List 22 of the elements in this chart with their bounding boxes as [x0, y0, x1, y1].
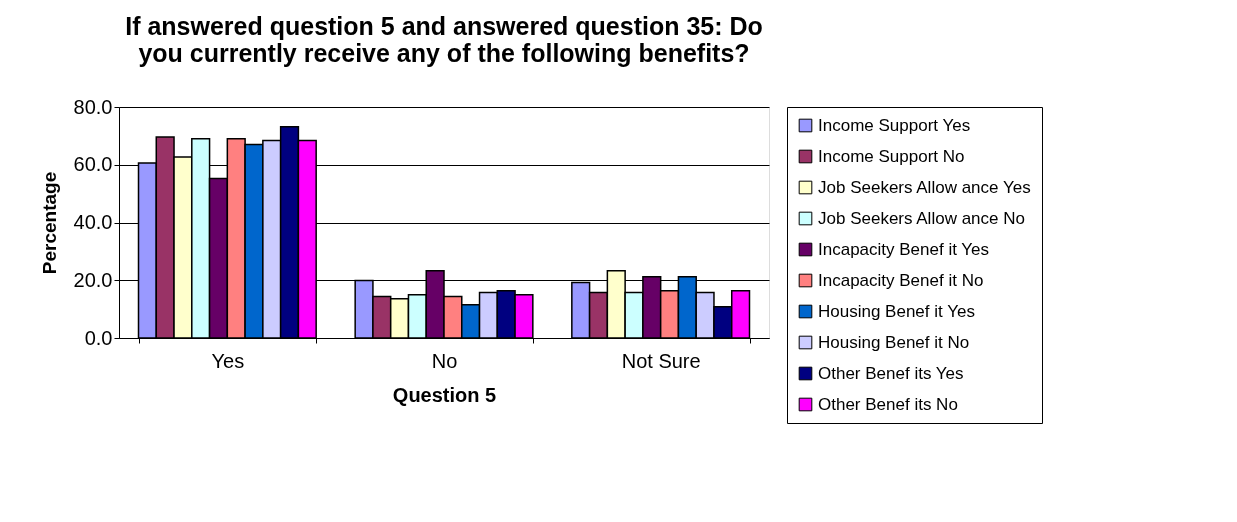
legend-label: Job Seekers Allow ance Yes	[818, 177, 1031, 197]
legend-label: Housing Benef it No	[818, 332, 970, 352]
legend-label: Other Benef its No	[818, 394, 958, 414]
y-tick-label: 20.0	[73, 268, 113, 291]
y-tick-label: 80.0	[73, 95, 113, 118]
legend-label: Other Benef its Yes	[818, 363, 964, 383]
legend-label: Incapacity Benef it No	[818, 270, 984, 290]
y-axis-title: Percentage	[38, 171, 60, 275]
text: you currently receive any of the following benefits?	[138, 39, 750, 67]
x-axis-title: Question 5	[392, 383, 497, 406]
x-tick-label: Not Sure	[621, 349, 701, 372]
y-tick-label: 60.0	[73, 153, 113, 176]
x-tick-label: No	[431, 349, 458, 372]
legend-label: Incapacity Benef it Yes	[818, 239, 990, 259]
legend-label: Housing Benef it Yes	[818, 301, 975, 321]
x-tick-label: Yes	[211, 349, 245, 372]
y-tick-label: 0.0	[84, 326, 113, 349]
legend-label: Job Seekers Allow ance No	[818, 208, 1025, 228]
y-tick-label: 40.0	[73, 211, 113, 233]
legend-label: Income Support Yes	[818, 115, 971, 135]
legend-label: Income Support No	[818, 146, 965, 166]
text: If answered question 5 and answered question 35: Do	[125, 12, 763, 40]
